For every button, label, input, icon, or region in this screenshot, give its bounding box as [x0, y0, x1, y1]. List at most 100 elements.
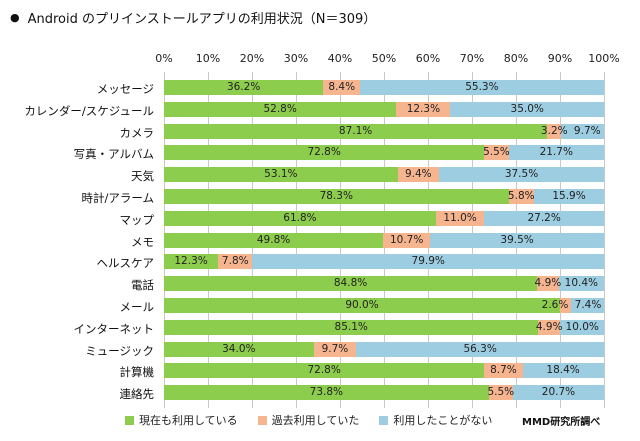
- data-label: 2.6%: [541, 299, 569, 311]
- x-tick-label: 20%: [239, 52, 265, 65]
- legend-item: 現在も利用している: [125, 412, 238, 428]
- bar-segment: [164, 189, 509, 204]
- legend-label: 過去利用していた: [271, 414, 360, 427]
- data-label: 3.2%: [540, 124, 568, 137]
- data-label: 8.7%: [490, 364, 517, 377]
- bar-segment: [488, 385, 513, 401]
- legend-item: 利用したことがない: [379, 412, 492, 428]
- data-label: 73.8%: [309, 386, 344, 399]
- bar-segment: [430, 232, 604, 248]
- category-label: 電話: [131, 278, 154, 293]
- bar-segment: [383, 232, 431, 248]
- data-label: 5.8%: [507, 190, 535, 202]
- bar-segment: [164, 145, 485, 161]
- bar-segment: [571, 298, 604, 313]
- category-label: ミュージック: [85, 343, 154, 358]
- data-label: 7.8%: [221, 255, 249, 268]
- category-label: 天気: [131, 169, 154, 184]
- chart-title: Android のプリインストールアプリの利用状況（N＝309）: [27, 11, 377, 27]
- data-label: 10.0%: [565, 320, 599, 333]
- bar-segment: [484, 210, 604, 226]
- bar-segment: [508, 189, 535, 204]
- bar-segment: [252, 254, 604, 270]
- bar-segment: [164, 298, 560, 313]
- data-label: 12.3%: [174, 255, 208, 268]
- data-label: 36.2%: [226, 81, 261, 93]
- category-label: メッセージ: [96, 82, 154, 96]
- data-label: 78.3%: [319, 190, 353, 202]
- category-label: インターネット: [73, 321, 155, 336]
- data-label: 9.7%: [573, 124, 601, 137]
- data-label: 52.8%: [263, 102, 297, 115]
- category-label: メモ: [131, 234, 154, 249]
- x-tick-label: 100%: [588, 52, 620, 65]
- bar-segment: [397, 167, 439, 183]
- category-label: 写真・アルバム: [73, 147, 154, 162]
- category-label: 時計/アラーム: [81, 191, 154, 205]
- x-tick-label: 30%: [283, 52, 309, 65]
- bar-segment: [558, 276, 604, 292]
- data-label: 90.0%: [345, 299, 379, 311]
- data-label: 72.8%: [307, 364, 341, 377]
- data-label: 53.1%: [264, 168, 298, 181]
- data-label: 35.0%: [510, 102, 544, 115]
- category-label: カメラ: [119, 125, 155, 140]
- data-label: 84.8%: [333, 277, 368, 290]
- bar-segment: [537, 276, 559, 292]
- data-label: 39.5%: [500, 233, 534, 246]
- bar-segment: [313, 341, 357, 357]
- data-label: 34.0%: [222, 342, 256, 355]
- source-credit: MMD研究所調べ: [522, 417, 601, 428]
- bar-segment: [218, 254, 253, 270]
- bar-segment: [435, 210, 485, 226]
- x-tick-label: 10%: [195, 52, 221, 65]
- bar-segment: [164, 123, 548, 139]
- category-label: 計算機: [119, 365, 155, 380]
- data-label: 20.7%: [541, 386, 576, 399]
- data-label: 10.4%: [564, 277, 599, 290]
- bar-segment: [164, 319, 539, 335]
- bar-segment: [396, 101, 451, 117]
- data-label: 8.4%: [328, 81, 356, 93]
- bar-segment: [484, 363, 523, 379]
- bar-segment: [360, 80, 604, 95]
- bar-segment: [323, 80, 361, 95]
- legend-label: 利用したことがない: [393, 414, 493, 427]
- data-label: 27.2%: [527, 211, 561, 224]
- category-label: マップ: [119, 212, 155, 227]
- data-label: 4.9%: [534, 277, 562, 290]
- data-label: 18.4%: [546, 364, 580, 377]
- bar-segment: [164, 276, 538, 292]
- x-tick-label: 60%: [415, 52, 441, 65]
- bar-segment: [356, 341, 604, 357]
- data-label: 87.1%: [338, 124, 373, 137]
- data-label: 61.8%: [283, 211, 317, 224]
- legend-item: 過去利用していた: [257, 412, 360, 428]
- data-label: 55.3%: [465, 81, 499, 93]
- bar-segment: [164, 232, 384, 248]
- data-label: 85.1%: [334, 320, 368, 333]
- data-label: 7.4%: [574, 299, 602, 311]
- category-label: メール: [119, 300, 155, 314]
- bar-segment: [164, 385, 489, 401]
- data-label: 5.5%: [483, 146, 510, 159]
- legend: 現在も利用している 過去利用していた 利用したことがない: [125, 412, 512, 428]
- bar-segment: [522, 363, 604, 379]
- data-label: 9.4%: [404, 168, 432, 181]
- data-label: 11.0%: [443, 211, 477, 224]
- bar-segment: [164, 210, 436, 226]
- data-label: 49.8%: [256, 233, 291, 246]
- legend-swatch: [379, 415, 389, 425]
- legend-swatch: [125, 415, 134, 425]
- data-label: 56.3%: [463, 342, 497, 355]
- bar-segment: [450, 101, 604, 117]
- data-label: 9.7%: [321, 342, 349, 355]
- gridline: [604, 72, 605, 408]
- chart-header: ● Android のプリインストールアプリの利用状況（N＝309）: [10, 6, 376, 28]
- bar-segment: [164, 254, 219, 270]
- bar-segment: [164, 167, 398, 183]
- bar-segment: [538, 319, 560, 335]
- x-tick-label: 0%: [155, 52, 173, 65]
- bar-segment: [508, 145, 604, 161]
